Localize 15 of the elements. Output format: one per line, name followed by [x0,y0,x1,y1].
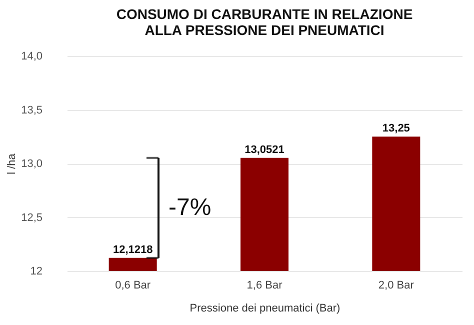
y-tick-label: 13,5 [21,104,42,116]
y-tick-label: 12 [30,266,42,278]
data-label: 13,25 [382,122,410,135]
y-tick-label: 12,5 [21,212,42,224]
y-tick-label: 13,0 [21,158,42,170]
x-axis-title: Pressione dei pneumatici (Bar) [190,302,340,314]
data-label: 12,1218 [112,244,153,256]
data-label: 13,0521 [244,144,284,156]
x-tick-label: 0,6 Bar [115,280,151,292]
chart-title: CONSUMO DI CARBURANTE IN RELAZIONE ALLA PRESSIONE DEI PNEUMATICI [116,6,413,38]
x-tick-label: 2,0 Bar [378,280,414,292]
annotation: -7% [168,194,212,221]
y-axis-title: l /ha [6,152,18,174]
y-tick-label: 14,0 [21,50,42,62]
x-tick-label: 1,6 Bar [246,280,283,292]
